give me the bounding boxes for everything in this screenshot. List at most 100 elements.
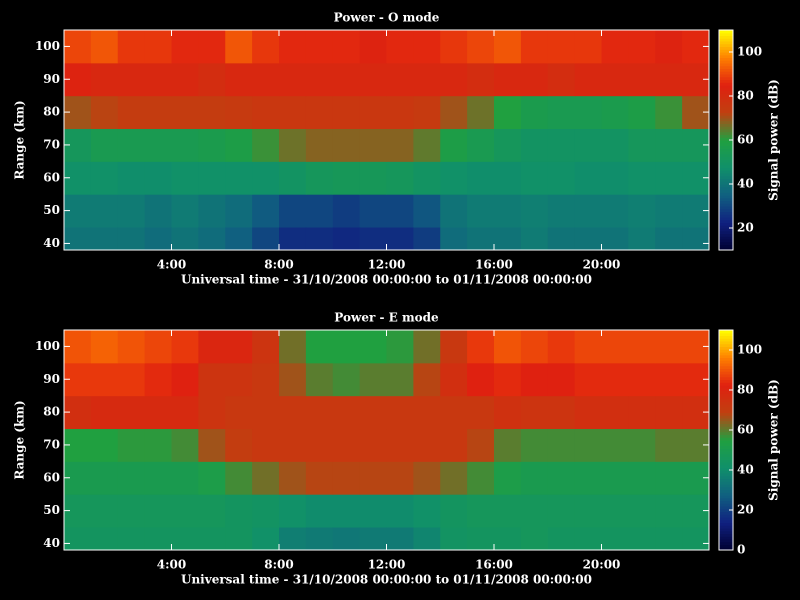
- heat-cell: [574, 30, 602, 64]
- x-tick-label: 12:00: [368, 258, 406, 272]
- heat-cell: [655, 395, 683, 430]
- y-tick-label: 70: [43, 137, 60, 151]
- y-tick-label: 60: [43, 470, 60, 484]
- colorbar-label: Signal power (dB): [767, 379, 781, 501]
- heat-cell: [305, 494, 334, 528]
- colorbar-swatch: [719, 79, 733, 83]
- heat-cell: [601, 428, 629, 462]
- heat-cell: [117, 362, 146, 397]
- colorbar-tick-label: 100: [737, 45, 762, 59]
- heat-cell: [520, 227, 549, 251]
- colorbar-swatch: [719, 530, 733, 534]
- heat-cell: [305, 128, 334, 162]
- heat-cell: [198, 362, 226, 397]
- heat-cell: [332, 330, 361, 364]
- colorbar-swatch: [719, 112, 733, 116]
- colorbar-swatch: [719, 365, 733, 369]
- heat-cell: [440, 128, 468, 162]
- heat-cell: [305, 527, 334, 551]
- heat-cell: [305, 362, 334, 397]
- heat-cell: [440, 395, 468, 430]
- colorbar-swatch: [719, 175, 733, 179]
- heat-cell: [305, 395, 334, 430]
- heat-cell: [520, 128, 549, 162]
- heat-cell: [171, 161, 199, 195]
- colorbar-swatch: [719, 506, 733, 510]
- colorbar-swatch: [719, 228, 733, 232]
- heat-cell: [628, 161, 656, 195]
- heat-cell: [198, 330, 226, 364]
- heat-cell: [90, 428, 119, 462]
- heat-cell: [332, 494, 361, 528]
- colorbar-swatch: [719, 41, 733, 45]
- heat-cell: [90, 494, 119, 528]
- heat-cell: [279, 494, 307, 528]
- heat-cell: [117, 461, 146, 495]
- x-tick-label: 16:00: [475, 258, 513, 272]
- heat-cell: [90, 194, 119, 228]
- colorbar-swatch: [719, 478, 733, 482]
- heat-cell: [279, 362, 307, 397]
- heat-cell: [144, 128, 172, 162]
- heat-cell: [90, 395, 119, 430]
- y-tick-label: 90: [43, 372, 60, 386]
- colorbar-swatch: [719, 57, 733, 61]
- x-tick-label: 16:00: [475, 558, 513, 572]
- colorbar-tick-label: 60: [737, 133, 754, 147]
- colorbar-swatch: [719, 203, 733, 207]
- heat-cell: [440, 95, 468, 130]
- colorbar-swatch: [719, 206, 733, 210]
- heat-cell: [520, 161, 549, 195]
- heat-cell: [90, 227, 119, 251]
- heat-cell: [359, 395, 387, 430]
- heat-cell: [467, 227, 495, 251]
- heat-cell: [117, 128, 146, 162]
- heat-cell: [655, 362, 683, 397]
- heat-cell: [520, 395, 549, 430]
- colorbar-swatch: [719, 129, 733, 133]
- colorbar-swatch: [719, 167, 733, 171]
- heat-cell: [117, 494, 146, 528]
- heat-cell: [90, 461, 119, 495]
- colorbar-swatch: [719, 371, 733, 375]
- colorbar-swatch: [719, 225, 733, 229]
- colorbar-swatch: [719, 101, 733, 105]
- heat-cell: [225, 428, 253, 462]
- heat-cell: [655, 527, 683, 551]
- heat-cell: [494, 428, 522, 462]
- heat-cell: [494, 527, 522, 551]
- colorbar-swatch: [719, 118, 733, 122]
- colorbar-swatch: [719, 233, 733, 237]
- heat-cell: [386, 461, 414, 495]
- heat-cell: [655, 194, 683, 228]
- colorbar-swatch: [719, 68, 733, 72]
- heat-cell: [305, 194, 334, 228]
- heat-cell: [90, 128, 119, 162]
- x-tick-label: 12:00: [368, 558, 406, 572]
- colorbar-swatch: [719, 120, 733, 124]
- heat-cell: [386, 362, 414, 397]
- colorbar-swatch: [719, 126, 733, 130]
- colorbar-swatch: [719, 65, 733, 69]
- heat-cell: [279, 95, 307, 130]
- colorbar-swatch: [719, 349, 733, 353]
- heat-cell: [144, 527, 172, 551]
- heat-cell: [628, 494, 656, 528]
- heat-cell: [628, 62, 656, 97]
- heat-cell: [547, 227, 576, 251]
- colorbar-swatch: [719, 536, 733, 540]
- colorbar-swatch: [719, 134, 733, 138]
- heat-cell: [413, 428, 441, 462]
- chart-title: Power - E mode: [334, 311, 439, 325]
- colorbar-swatch: [719, 434, 733, 438]
- heat-cell: [225, 461, 253, 495]
- heat-cell: [440, 494, 468, 528]
- heat-cell: [467, 527, 495, 551]
- heat-cell: [413, 161, 441, 195]
- colorbar-swatch: [719, 151, 733, 155]
- y-axis-label: Range (km): [13, 100, 27, 179]
- colorbar-swatch: [719, 459, 733, 463]
- heat-cell: [601, 461, 629, 495]
- heat-cell: [440, 461, 468, 495]
- heat-cell: [547, 194, 576, 228]
